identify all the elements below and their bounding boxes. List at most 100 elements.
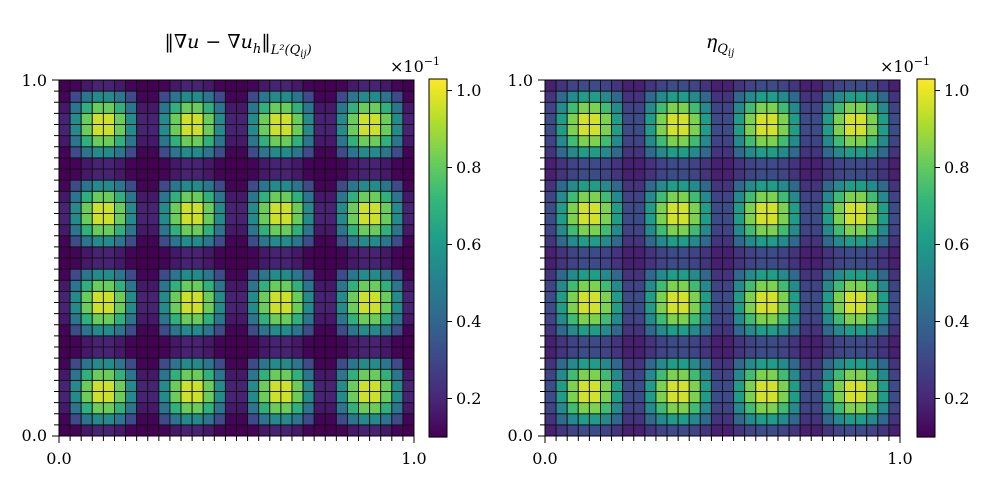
- heatmap-cell: [677, 213, 690, 226]
- heatmap-cell: [213, 313, 226, 326]
- heatmap-cell: [655, 335, 668, 348]
- heatmap-cell: [258, 324, 271, 337]
- heatmap-cell: [733, 302, 746, 315]
- heatmap-cell: [622, 313, 635, 326]
- heatmap-cell: [644, 368, 657, 381]
- heatmap-cell: [346, 268, 359, 281]
- heatmap-cell: [358, 235, 371, 248]
- colorbar-strip: [917, 359, 935, 364]
- colorbar-strip: [917, 278, 935, 283]
- heatmap-cell: [821, 224, 834, 237]
- heatmap-cell: [213, 112, 226, 125]
- heatmap-cell: [125, 279, 138, 292]
- heatmap-cell: [699, 335, 712, 348]
- heatmap-cell: [722, 246, 735, 259]
- heatmap-cell: [555, 346, 568, 359]
- colorbar-strip: [429, 132, 447, 137]
- heatmap-cell: [832, 112, 845, 125]
- heatmap-cell: [291, 268, 304, 281]
- heatmap-cell: [69, 413, 82, 426]
- heatmap-cell: [91, 90, 104, 103]
- heatmap-cell: [180, 346, 193, 359]
- heatmap-cell: [699, 168, 712, 181]
- heatmap-cell: [733, 279, 746, 292]
- heatmap-cell: [114, 135, 127, 148]
- heatmap-cell: [147, 224, 160, 237]
- colorbar-strip: [429, 260, 447, 265]
- heatmap-cell: [258, 79, 271, 92]
- heatmap-cell: [566, 402, 579, 415]
- colorbar-strip: [917, 183, 935, 187]
- heatmap-cell: [58, 413, 71, 426]
- heatmap-cell: [136, 413, 149, 426]
- heatmap-cell: [611, 213, 624, 226]
- heatmap-cell: [622, 224, 635, 237]
- colorbar-strip: [917, 299, 935, 304]
- heatmap-cell: [202, 279, 215, 292]
- heatmap-cell: [755, 235, 768, 248]
- heatmap-cell: [666, 424, 679, 437]
- heatmap-cell: [58, 157, 71, 170]
- heatmap-cell: [291, 124, 304, 137]
- heatmap-cell: [710, 302, 723, 315]
- colorbar-strip: [429, 177, 447, 182]
- heatmap-cell: [844, 135, 857, 148]
- heatmap-cell: [633, 279, 646, 292]
- heatmap-cell: [291, 79, 304, 92]
- heatmap-cell: [202, 190, 215, 203]
- heatmap-cell: [147, 290, 160, 303]
- heatmap-cell: [269, 357, 282, 370]
- colorbar-strip: [917, 240, 935, 244]
- heatmap-cell: [224, 146, 237, 159]
- heatmap-cell: [810, 413, 823, 426]
- colorbar-strip: [917, 428, 935, 432]
- heatmap-cell: [369, 190, 382, 203]
- heatmap-cell: [280, 101, 293, 114]
- heatmap-cell: [358, 168, 371, 181]
- heatmap-cell: [91, 124, 104, 137]
- colorbar-strip: [429, 305, 447, 310]
- heatmap-cell: [877, 179, 890, 192]
- heatmap-cell: [600, 190, 613, 203]
- heatmap-cell: [202, 168, 215, 181]
- heatmap-cell: [855, 379, 868, 392]
- heatmap-cell: [180, 101, 193, 114]
- heatmap-cell: [688, 313, 701, 326]
- colorbar-strip: [917, 213, 935, 217]
- panel-estimator: ηQij 0.0 1.0 0.0 1.0 0.20.40.60.81.0 ×10…: [508, 31, 970, 468]
- heatmap-cell: [258, 402, 271, 415]
- heatmap-cell: [566, 313, 579, 326]
- heatmap-cell: [877, 168, 890, 181]
- heatmap-cell: [622, 135, 635, 148]
- heatmap-cell: [291, 368, 304, 381]
- heatmap-cell: [247, 135, 260, 148]
- heatmap-cell: [821, 313, 834, 326]
- heatmap-cell: [324, 302, 337, 315]
- heatmap-cell: [655, 124, 668, 137]
- heatmap-cell: [677, 313, 690, 326]
- heatmap-cell: [810, 402, 823, 415]
- heatmap-cell: [269, 402, 282, 415]
- heatmap-cell: [391, 413, 404, 426]
- heatmap-cell: [722, 146, 735, 159]
- heatmap-cell: [677, 357, 690, 370]
- heatmap-cell: [91, 357, 104, 370]
- heatmap-cell: [744, 79, 757, 92]
- heatmap-cell: [202, 101, 215, 114]
- heatmap-cell: [810, 79, 823, 92]
- heatmap-cell: [236, 413, 249, 426]
- heatmap-cell: [202, 235, 215, 248]
- colorbar-strip: [917, 126, 935, 131]
- heatmap-cell: [788, 379, 801, 392]
- heatmap-cell: [136, 190, 149, 203]
- heatmap-cell: [180, 124, 193, 137]
- heatmap-cell: [80, 246, 93, 259]
- heatmap-cell: [369, 257, 382, 270]
- colorbar-strip: [429, 237, 447, 241]
- heatmap-cell: [866, 290, 879, 303]
- panel-estimator-xtick-0: 0.0: [532, 449, 557, 468]
- heatmap-cell: [677, 112, 690, 125]
- heatmap-cell: [655, 79, 668, 92]
- heatmap-cell: [666, 135, 679, 148]
- heatmap-cell: [866, 90, 879, 103]
